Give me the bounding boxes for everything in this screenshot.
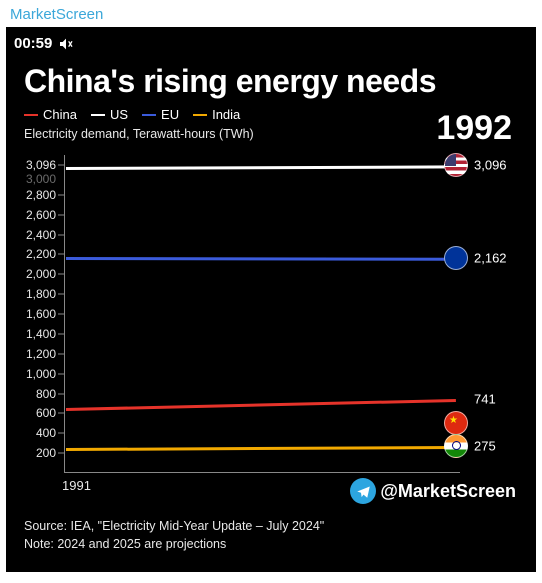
y-tick-label: 1,400 [14,327,56,341]
legend-label: China [43,107,77,122]
y-tick-mark [58,274,64,275]
y-tick-label: 1,600 [14,307,56,321]
y-tick-mark [58,393,64,394]
flag-icon-us [444,153,468,177]
flag-icon-india [444,434,468,458]
note-text: Note: 2024 and 2025 are projections [24,535,324,554]
timecode-label: 00:59 [14,35,52,52]
source-text: Source: IEA, "Electricity Mid-Year Updat… [24,517,324,536]
legend-item: China [24,107,77,122]
y-tick-mark [58,234,64,235]
y-tick-mark [58,214,64,215]
y-tick-mark [58,194,64,195]
y-tick-mark [58,453,64,454]
y-tick-label: 2,000 [14,267,56,281]
y-tick-label: 2,200 [14,247,56,261]
series-line-us [66,165,456,169]
y-tick-mark [58,314,64,315]
chart-legend: China US EU India [24,107,240,122]
y-tick-label: 1,800 [14,287,56,301]
legend-swatch [142,114,156,116]
legend-swatch [91,114,105,116]
y-tick-label: 3,000 [14,172,56,186]
chart-subtitle: Electricity demand, Terawatt-hours (TWh) [24,127,254,141]
y-tick-mark [58,165,64,166]
legend-label: EU [161,107,179,122]
y-tick-label: 2,600 [14,208,56,222]
flag-icon-china [444,411,468,435]
series-value-india: 275 [474,438,496,453]
y-tick-label: 400 [14,426,56,440]
legend-label: India [212,107,240,122]
y-tick-label: 1,200 [14,347,56,361]
y-tick-label: 1,000 [14,367,56,381]
y-tick-label: 3,096 [14,158,56,172]
legend-item: US [91,107,128,122]
mute-icon[interactable] [58,36,74,52]
watermark: @MarketScreen [350,478,516,504]
series-value-china: 741 [474,392,496,407]
legend-label: US [110,107,128,122]
y-tick-mark [58,294,64,295]
y-tick-label: 600 [14,406,56,420]
x-axis [64,472,460,473]
y-tick-label: 2,400 [14,228,56,242]
y-tick-mark [58,333,64,334]
y-tick-label: 2,800 [14,188,56,202]
y-tick-mark [58,373,64,374]
video-overlay: 00:59 [14,35,74,52]
legend-swatch [24,114,38,116]
y-tick-mark [58,254,64,255]
chart-footer: Source: IEA, "Electricity Mid-Year Updat… [24,517,324,555]
y-tick-label: 200 [14,446,56,460]
flag-icon-eu [444,246,468,270]
series-line-china [66,399,456,411]
telegram-icon [350,478,376,504]
video-player[interactable]: 00:59 China's rising energy needs China U… [6,27,536,572]
legend-item: India [193,107,240,122]
x-axis-label: 1991 [62,478,91,493]
watermark-text: @MarketScreen [380,481,516,502]
source-link[interactable]: MarketScreen [0,0,542,27]
y-tick-mark [58,413,64,414]
chart-title: China's rising energy needs [24,63,436,100]
series-value-eu: 2,162 [474,251,507,266]
series-line-india [66,446,456,450]
y-tick-mark [58,433,64,434]
y-tick-label: 800 [14,387,56,401]
y-tick-mark [58,353,64,354]
series-value-us: 3,096 [474,158,507,173]
chart-plot: 1991 2004006008001,0001,2001,4001,6001,8… [14,155,530,485]
legend-swatch [193,114,207,116]
chart-year: 1992 [436,109,512,148]
legend-item: EU [142,107,179,122]
series-line-eu [66,257,456,260]
y-axis [64,155,65,473]
